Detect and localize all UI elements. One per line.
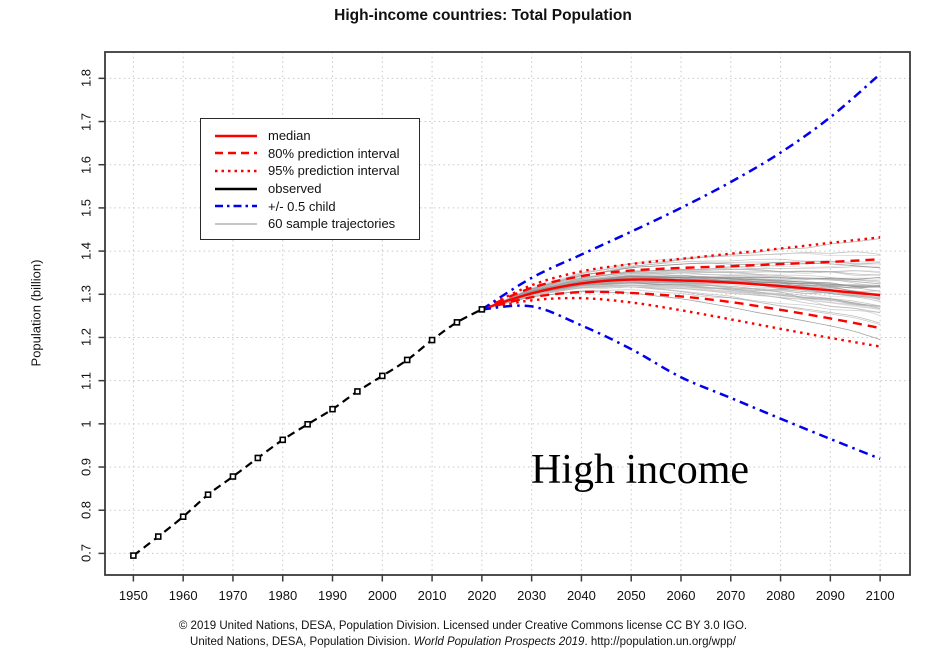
y-tick-label: 1.1 xyxy=(78,371,94,390)
legend-item-95-prediction-interval: 95% prediction interval xyxy=(213,162,419,180)
x-tick-label: 1990 xyxy=(318,588,347,603)
plot-frame xyxy=(104,51,911,576)
x-tick-label: 2020 xyxy=(467,588,497,603)
legend-label: 60 sample trajectories xyxy=(268,216,396,232)
x-tick-label: 2060 xyxy=(666,588,696,603)
y-tick-label: 1 xyxy=(78,420,94,428)
y-tick-label: 1.7 xyxy=(78,112,94,131)
legend-box: median 80% prediction interval 95% predict… xyxy=(200,118,420,240)
series-95-prediction-interval-upper xyxy=(481,236,881,311)
x-tick-label: 2050 xyxy=(616,588,646,603)
x-tick-label: 2070 xyxy=(716,588,746,603)
series--0.5-child xyxy=(481,304,881,460)
y-tick-label: 1.6 xyxy=(78,155,94,174)
y-tick-label: 0.8 xyxy=(78,501,94,520)
series-95-prediction-interval-lower xyxy=(481,296,881,348)
x-tick-label: 1970 xyxy=(218,588,248,603)
legend-label: 95% prediction interval xyxy=(268,163,400,179)
source-publication: World Population Prospects 2019 xyxy=(413,636,585,648)
x-tick-label: 1960 xyxy=(168,588,198,603)
series-median xyxy=(481,278,881,311)
legend-line-sample xyxy=(215,134,257,137)
source-prefix: United Nations, DESA, Population Divisio… xyxy=(190,636,414,648)
x-tick-label: 2090 xyxy=(815,588,845,603)
region-annotation: High income xyxy=(530,447,750,493)
copyright-line: © 2019 United Nations, DESA, Population … xyxy=(178,620,748,632)
x-tick-label: 2000 xyxy=(367,588,397,603)
legend-label: 80% prediction interval xyxy=(268,145,400,161)
y-tick-label: 1.8 xyxy=(78,69,94,88)
x-tick-label: 2100 xyxy=(865,588,895,603)
legend-item-median: median xyxy=(213,127,419,145)
legend-label: +/- 0.5 child xyxy=(268,198,336,214)
legend-line-sample xyxy=(215,187,257,190)
x-tick-label: 1980 xyxy=(268,588,298,603)
legend-line-sample xyxy=(215,204,257,208)
legend-label: observed xyxy=(268,181,322,197)
x-tick-label: 2010 xyxy=(417,588,447,603)
legend-line-sample xyxy=(215,169,257,173)
y-tick-label: 0.7 xyxy=(78,544,94,563)
legend-label: median xyxy=(268,128,311,144)
legend-item-60-sample-trajectories: 60 sample trajectories xyxy=(213,215,419,233)
legend-line-sample xyxy=(215,222,257,225)
y-tick-label: 1.5 xyxy=(78,198,94,217)
legend-line-sample xyxy=(215,152,257,155)
series-80-prediction-interval-lower xyxy=(481,290,881,330)
x-tick-label: 2040 xyxy=(566,588,596,603)
source-suffix: . http://population.un.org/wpp/ xyxy=(584,636,736,648)
legend-item-+---0.5-child: +/- 0.5 child xyxy=(213,197,419,215)
legend-item-80-prediction-interval: 80% prediction interval xyxy=(213,145,419,163)
observed-markers xyxy=(130,306,486,559)
y-tick-label: 0.9 xyxy=(78,457,94,477)
series-observed xyxy=(132,308,483,557)
y-tick-label: 1.2 xyxy=(78,328,94,347)
axis-ticks xyxy=(98,77,881,582)
y-tick-label: 1.3 xyxy=(78,285,94,304)
source-line: United Nations, DESA, Population Divisio… xyxy=(0,636,926,648)
y-axis-title: Population (billion) xyxy=(28,259,44,367)
x-tick-label: 1950 xyxy=(118,588,148,603)
x-tick-label: 2030 xyxy=(517,588,547,603)
series-+0.5-child xyxy=(481,73,881,311)
y-tick-label: 1.4 xyxy=(78,242,94,261)
legend-item-observed: observed xyxy=(213,180,419,198)
x-tick-label: 2080 xyxy=(766,588,796,603)
chart-title: High-income countries: Total Population xyxy=(334,7,632,24)
